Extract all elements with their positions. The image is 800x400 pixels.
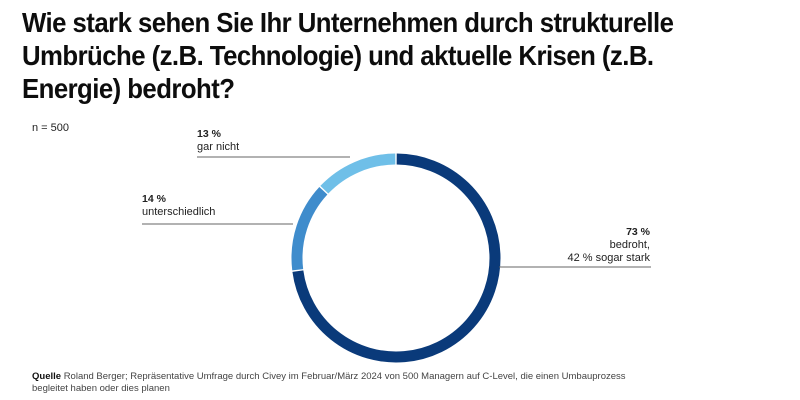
donut-segment-bedroht: [292, 153, 501, 363]
data-label-bedroht-annotation: 42 % sogar stark: [567, 252, 650, 264]
donut-segment-unterschiedlich: [291, 186, 328, 271]
data-label-gar-nicht-value: 13 %: [197, 128, 221, 140]
sample-size: n = 500: [32, 122, 70, 134]
donut-segments: [291, 153, 501, 363]
data-label-unterschiedlich: 14 % unterschiedlich: [142, 193, 215, 219]
data-label-bedroht: 73 % bedroht, 42 % sogar stark: [540, 226, 650, 265]
donut-segment-gar-nicht: [320, 153, 396, 194]
source-label: Quelle: [32, 371, 62, 382]
data-label-gar-nicht-text: gar nicht: [197, 141, 240, 153]
source-text: Roland Berger; Repräsentative Umfrage du…: [32, 371, 626, 394]
data-label-bedroht-text: bedroht,: [609, 239, 650, 251]
source-note: Quelle Roland Berger; Repräsentative Umf…: [32, 371, 632, 395]
chart-title: Wie stark sehen Sie Ihr Unternehmen durc…: [22, 7, 674, 104]
data-label-unterschiedlich-text: unterschiedlich: [142, 206, 216, 218]
data-label-gar-nicht: 13 % gar nicht: [197, 128, 239, 154]
data-label-bedroht-value: 73 %: [626, 226, 650, 238]
data-label-unterschiedlich-value: 14 %: [142, 193, 166, 205]
